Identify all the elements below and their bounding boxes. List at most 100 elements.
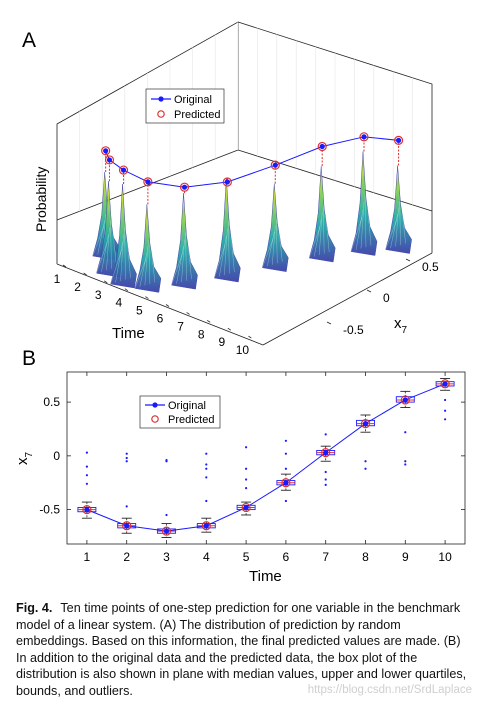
original-point	[272, 162, 278, 168]
density-mesh-line	[125, 219, 131, 279]
y-tick-label: -0.5	[39, 503, 60, 517]
density-mesh-line	[360, 202, 365, 249]
legend-original-marker	[152, 402, 158, 408]
panel-b-legend: Original Predicted	[139, 395, 221, 429]
original-point	[362, 421, 369, 427]
x-tick-mark	[124, 288, 129, 292]
outlier-point	[165, 513, 168, 517]
outlier-point	[85, 474, 88, 477]
panel-a-density-peaks	[92, 151, 412, 293]
x-tick-label: 7	[322, 550, 329, 564]
original-point	[319, 143, 325, 150]
predicted-point	[270, 160, 280, 170]
x-tick-mark	[103, 280, 108, 284]
x-tick-mark	[186, 312, 190, 315]
density-mesh-line	[385, 220, 397, 250]
y-tick-mark	[326, 321, 332, 325]
caption-text: Ten time points of one-step prediction f…	[16, 601, 467, 698]
predicted-point	[241, 502, 251, 513]
density-mesh-line	[181, 239, 185, 283]
density-mesh-line	[350, 217, 363, 252]
density-mesh-line	[124, 227, 126, 280]
outlier-point	[245, 467, 248, 470]
outlier-point	[85, 451, 88, 454]
original-point	[442, 381, 448, 387]
y-tick-label: 0	[53, 449, 60, 463]
x-tick-label: 10	[236, 343, 250, 357]
y-tick-mark	[405, 258, 411, 262]
original-point	[361, 134, 367, 140]
outlier-point	[125, 505, 128, 508]
outlier-point	[284, 452, 287, 455]
original-point	[402, 397, 408, 403]
density-mesh-line	[176, 246, 184, 284]
y-tick-label: 0.5	[43, 395, 60, 409]
x-tick-label: 5	[243, 550, 250, 564]
x-tick-label: 7	[177, 319, 184, 333]
legend-predicted-marker	[151, 415, 159, 423]
density-mesh-line	[219, 236, 227, 277]
density-mesh-line	[144, 246, 149, 286]
outlier-point	[324, 470, 327, 474]
outlier-point	[284, 499, 287, 503]
density-mesh-line	[277, 213, 283, 262]
predicted-point	[281, 478, 291, 488]
outlier-point	[404, 460, 407, 463]
outlier-point	[364, 467, 367, 470]
predicted-point	[122, 521, 132, 531]
original-point	[243, 504, 249, 511]
outlier-point	[85, 465, 88, 468]
predicted-point	[201, 521, 211, 531]
original-point	[203, 523, 209, 529]
original-point	[145, 179, 151, 185]
density-mesh-line	[395, 207, 399, 247]
panel-b-legend-original: Original	[168, 400, 206, 412]
density-mesh-line	[323, 205, 325, 254]
predicted-point	[82, 505, 92, 515]
y-tick-label: 0	[383, 291, 390, 305]
outlier-point	[205, 452, 208, 455]
outlier-point	[284, 439, 287, 442]
density-mesh-line	[324, 198, 330, 253]
density-mesh-line	[134, 258, 147, 289]
outlier-point	[444, 409, 447, 412]
legend-predicted-marker	[157, 110, 165, 118]
outlier-point	[404, 463, 407, 466]
original-line	[86, 383, 446, 532]
panel-a-series-lines	[101, 132, 404, 192]
predicted-point	[440, 379, 450, 389]
original-point	[163, 528, 170, 534]
original-point	[395, 137, 402, 143]
x-tick-label: 3	[95, 288, 102, 302]
density-mesh-line	[148, 240, 151, 284]
outlier-point	[444, 418, 447, 421]
x-tick-label: 5	[136, 304, 143, 318]
x-tick-label: 9	[218, 335, 225, 349]
outlier-point	[324, 483, 327, 486]
original-point	[124, 523, 130, 529]
original-point	[103, 148, 109, 154]
x-tick-label: 10	[438, 550, 452, 564]
outlier-point	[85, 482, 88, 485]
original-point	[224, 179, 230, 185]
predicted-point	[118, 165, 129, 175]
predicted-point	[360, 419, 371, 429]
outlier-point	[364, 460, 367, 463]
outlier-point	[125, 456, 128, 460]
density-mesh-line	[110, 220, 112, 269]
density-mesh-line	[399, 201, 401, 246]
original-point	[323, 450, 329, 456]
predicted-point	[321, 448, 331, 458]
x-tick-mark	[83, 272, 87, 276]
panel-b-y-ticks: -0.5 0 0.5	[39, 395, 465, 517]
x-tick-mark	[145, 296, 149, 299]
outlier-point	[205, 476, 208, 479]
panel-a-xlabel: Time	[112, 325, 145, 342]
original-point	[181, 184, 188, 190]
density-mesh-line	[106, 227, 110, 271]
density-mesh-line	[262, 238, 274, 268]
y-tick-label: 0.5	[422, 260, 439, 274]
x-tick-label: 2	[123, 550, 130, 564]
